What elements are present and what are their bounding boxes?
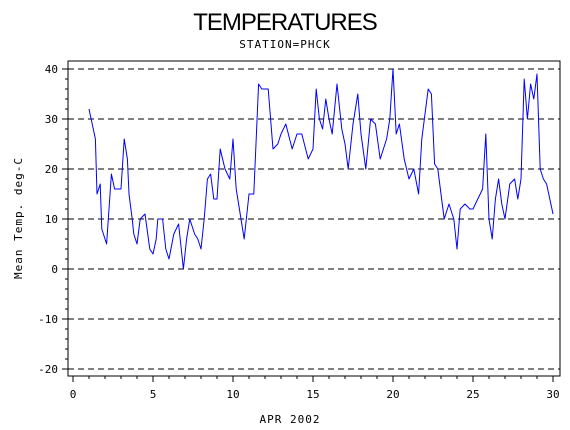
y-tick-label: 40 <box>45 63 58 76</box>
gridlines <box>68 68 560 370</box>
series-line-0 <box>88 68 554 270</box>
x-axis: 0 5 10 15 20 25 30 <box>70 376 560 401</box>
y-tick-label: -10 <box>38 313 58 326</box>
chart-title: TEMPERATURES <box>193 9 377 36</box>
y-tick-label: 0 <box>51 263 58 276</box>
chart-subtitle: STATION=PHCK <box>239 38 330 51</box>
x-axis-label: APR 2002 <box>260 413 321 426</box>
y-axis: -20 -10 0 10 20 30 40 <box>38 63 68 376</box>
x-tick-label: 5 <box>150 388 157 401</box>
y-tick-label: 20 <box>45 163 58 176</box>
x-tick-label: 25 <box>466 388 479 401</box>
x-tick-label: 15 <box>306 388 319 401</box>
y-tick-label: 10 <box>45 213 58 226</box>
x-tick-label: 0 <box>70 388 77 401</box>
series-group <box>88 68 554 270</box>
y-tick-label: -20 <box>38 363 58 376</box>
x-tick-label: 10 <box>226 388 239 401</box>
y-tick-label: 30 <box>45 113 58 126</box>
y-axis-label: Mean Temp. deg-C <box>12 157 25 279</box>
x-tick-label: 20 <box>386 388 399 401</box>
x-tick-label: 30 <box>546 388 559 401</box>
